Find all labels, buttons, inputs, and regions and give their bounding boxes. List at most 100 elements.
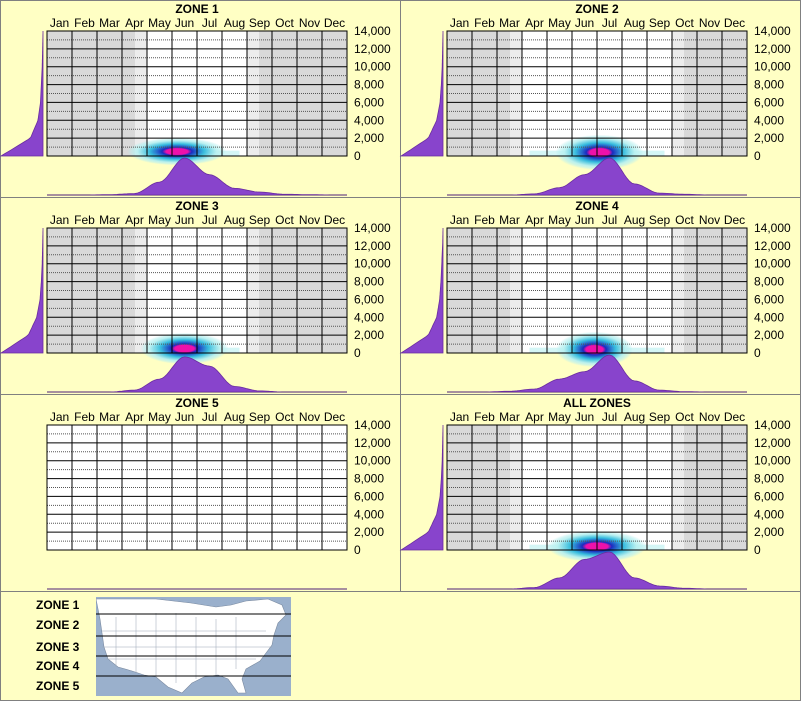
month-density [447, 157, 747, 196]
y-tick-label: 10,000 [354, 60, 391, 74]
elevation-density [399, 228, 444, 354]
month-label: Dec [324, 16, 345, 30]
chart-title: ZONE 5 [175, 396, 219, 410]
zone-map [96, 597, 291, 696]
plot-border [446, 30, 748, 157]
month-label: Sep [249, 213, 271, 227]
month-label: Jan [450, 16, 469, 30]
month-label: Apr [525, 410, 544, 424]
plot-border [46, 424, 348, 551]
month-label: Aug [224, 410, 245, 424]
month-label: Mar [499, 16, 520, 30]
zone-label-5: ZONE 5 [36, 679, 80, 693]
y-tick-label: 0 [354, 543, 361, 557]
month-label: Jun [175, 213, 194, 227]
month-label: Oct [675, 410, 694, 424]
month-label: Sep [249, 16, 271, 30]
month-label: Mar [499, 213, 520, 227]
y-tick-label: 12,000 [354, 239, 391, 253]
month-label: Nov [299, 213, 320, 227]
month-label: Nov [299, 16, 320, 30]
month-label: Jun [575, 213, 594, 227]
month-label: Jan [450, 410, 469, 424]
map-zone-lines [96, 613, 291, 677]
month-label: Nov [299, 410, 320, 424]
month-label: Apr [125, 410, 144, 424]
month-label: Jul [202, 213, 217, 227]
inactive-shade-left [447, 425, 510, 550]
month-density [47, 157, 347, 196]
month-density [447, 354, 747, 393]
month-label: Sep [249, 410, 271, 424]
month-label: Jun [575, 16, 594, 30]
y-tick-label: 14,000 [354, 221, 391, 235]
month-label: Dec [724, 16, 745, 30]
month-label: Mar [99, 16, 120, 30]
y-tick-label: 6,000 [354, 95, 384, 109]
y-tick-label: 14,000 [754, 24, 791, 38]
y-tick-label: 14,000 [354, 24, 391, 38]
chart-panel-6: ALL ZONES Jan Feb Mar Apr May Jun Jul Aug Sep Oct N… [399, 396, 791, 590]
month-label: Aug [224, 213, 245, 227]
map-land [96, 598, 287, 694]
y-tick-label: 14,000 [754, 418, 791, 432]
y-tick-label: 2,000 [754, 131, 784, 145]
zone-legend: ZONE 1 ZONE 2 ZONE 3 ZONE 4 ZONE 5 [0, 591, 801, 701]
chart-panel-1: ZONE 1 Jan Feb Mar Apr May Jun Jul Aug Sep Oct Nov D… [0, 2, 391, 196]
y-tick-label: 8,000 [354, 275, 384, 289]
chart-panel-5: ZONE 5 Jan Feb Mar Apr May Jun Jul Aug Sep Oct Nov D… [46, 396, 391, 590]
y-tick-label: 0 [354, 149, 361, 163]
y-tick-label: 2,000 [754, 328, 784, 342]
month-label: May [548, 213, 571, 227]
month-label: Aug [624, 16, 645, 30]
heat-peak-core [140, 332, 229, 365]
y-tick-label: 10,000 [754, 257, 791, 271]
y-tick-label: 0 [754, 346, 761, 360]
y-tick-label: 4,000 [354, 310, 384, 324]
chart-panel-2: ZONE 2 Jan Feb Mar Apr May Jun Jul Aug Sep Oct Nov D… [399, 2, 791, 196]
y-tick-label: 6,000 [354, 489, 384, 503]
month-label: Jan [50, 213, 69, 227]
y-tick-label: 8,000 [754, 275, 784, 289]
month-label: Jul [602, 213, 617, 227]
month-label: Dec [724, 213, 745, 227]
zone-label-3: ZONE 3 [36, 640, 80, 654]
month-density [447, 551, 747, 590]
chart-title: ZONE 3 [175, 199, 219, 213]
y-tick-label: 10,000 [754, 60, 791, 74]
plot-border [446, 424, 748, 551]
y-tick-label: 8,000 [754, 78, 784, 92]
month-label: Apr [125, 213, 144, 227]
month-label: Jan [50, 16, 69, 30]
y-tick-label: 0 [754, 543, 761, 557]
y-tick-label: 14,000 [354, 418, 391, 432]
month-label: Feb [74, 16, 95, 30]
month-label: Jul [202, 410, 217, 424]
month-label: Jun [575, 410, 594, 424]
month-label: Mar [99, 213, 120, 227]
month-label: Sep [649, 410, 671, 424]
month-label: Mar [499, 410, 520, 424]
y-tick-label: 8,000 [754, 472, 784, 486]
chart-title: ZONE 1 [175, 2, 219, 16]
y-tick-label: 14,000 [754, 221, 791, 235]
month-label: Dec [724, 410, 745, 424]
y-tick-label: 12,000 [754, 436, 791, 450]
month-density [47, 356, 347, 393]
month-label: Nov [699, 213, 720, 227]
month-label: Oct [275, 16, 294, 30]
y-tick-label: 2,000 [754, 525, 784, 539]
month-label: Aug [624, 213, 645, 227]
y-tick-label: 4,000 [754, 507, 784, 521]
month-label: Sep [649, 213, 671, 227]
y-tick-label: 8,000 [354, 78, 384, 92]
month-label: Feb [474, 213, 495, 227]
month-label: Dec [324, 410, 345, 424]
month-label: Aug [624, 410, 645, 424]
y-tick-label: 2,000 [354, 131, 384, 145]
month-label: Jul [602, 16, 617, 30]
month-label: Jun [175, 410, 194, 424]
month-label: May [148, 16, 171, 30]
chart-title: ZONE 2 [575, 2, 619, 16]
